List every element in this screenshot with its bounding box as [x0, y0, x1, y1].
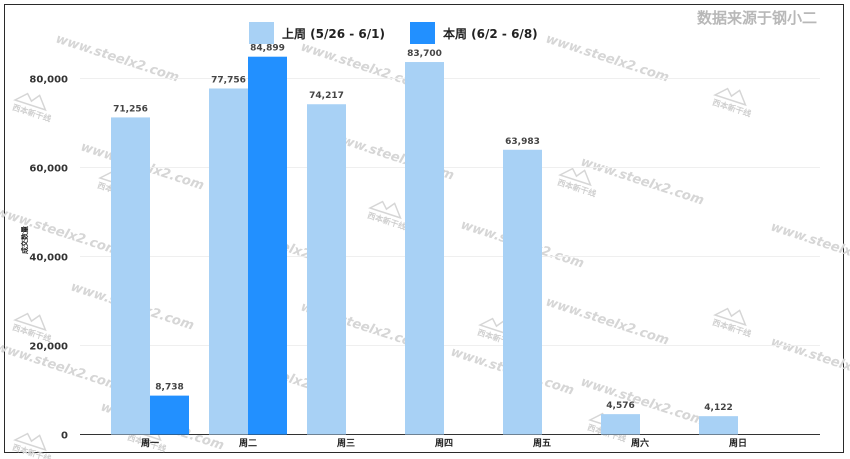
labels-layer: 71,256 8,738 周一 77,756 84,899 周二 74,217 周三 83,70…: [113, 44, 747, 449]
data-label: 8,738: [155, 383, 183, 393]
data-label: 74,217: [309, 91, 344, 101]
watermark-logo: 西本新干线: [711, 87, 752, 119]
watermark-logo: 西本新干线: [366, 200, 407, 232]
data-label: 4,576: [606, 401, 634, 411]
watermark-logo: 西本新干线: [11, 312, 52, 344]
mountain-icon: [13, 92, 47, 112]
y-tick-label: 60,000: [29, 164, 68, 175]
watermark-url-text: www.steelx2.com: [544, 295, 671, 349]
data-label: 71,256: [113, 104, 148, 114]
y-tick-label: 40,000: [29, 253, 68, 264]
x-tick-label: 周一: [141, 438, 159, 449]
watermark-url-text: www.steelx2.com: [769, 335, 850, 389]
bar-last-week: [307, 104, 346, 435]
bar-last-week: [405, 62, 444, 435]
bar-last-week: [503, 149, 542, 435]
watermark-logo: 西本新干线: [711, 307, 752, 339]
watermark-logo: 西本新干线: [11, 432, 52, 459]
watermark-url-text: www.steelx2.com: [769, 220, 850, 274]
mountain-icon: [713, 87, 747, 107]
grid-layer: 0 20,000 40,000 60,000 80,000: [29, 75, 820, 442]
mountain-icon: [13, 312, 47, 332]
y-tick-label: 20,000: [29, 342, 68, 353]
data-label: 4,122: [704, 403, 732, 413]
y-axis-label: 成交数量: [20, 226, 29, 254]
bar-last-week: [601, 414, 640, 435]
data-label: 77,756: [211, 75, 246, 85]
legend-swatch-last-week: [249, 22, 274, 44]
mountain-icon: [713, 307, 747, 327]
brand-text: 数据来源于钢小二: [697, 9, 817, 27]
mountain-icon: [368, 200, 402, 220]
watermark-logo: 西本新干线: [11, 92, 52, 124]
x-tick-label: 周日: [729, 438, 747, 449]
watermark-url-text: www.steelx2.com: [0, 205, 121, 259]
bar-last-week: [111, 117, 150, 435]
watermark-url-text: www.steelx2.com: [579, 155, 706, 209]
bar-last-week: [209, 88, 248, 435]
bars-layer: [111, 56, 738, 435]
x-tick-label: 周四: [435, 438, 453, 449]
y-tick-label: 0: [61, 431, 68, 442]
mountain-icon: [558, 167, 592, 187]
mountain-icon: [13, 432, 47, 452]
legend-label: 上周 (5/26 - 6/1): [282, 26, 385, 41]
x-tick-label: 周五: [533, 438, 551, 449]
x-tick-label: 周二: [239, 438, 257, 449]
watermark-url-text: www.steelx2.com: [54, 32, 181, 86]
legend: 上周 (5/26 - 6/1) 本周 (6/2 - 6/8): [249, 22, 538, 44]
watermark-url-text: www.steelx2.com: [544, 32, 671, 86]
legend-label: 本周 (6/2 - 6/8): [443, 26, 538, 41]
bar-this-week: [150, 395, 189, 435]
data-label: 83,700: [407, 49, 442, 59]
bar-this-week: [248, 56, 287, 435]
legend-swatch-this-week: [410, 22, 435, 44]
y-tick-label: 80,000: [29, 75, 68, 86]
data-label: 84,899: [250, 44, 285, 54]
x-tick-label: 周三: [337, 438, 355, 449]
x-tick-label: 周六: [631, 437, 649, 449]
watermark-url-text: www.steelx2.com: [579, 375, 706, 429]
data-label: 63,983: [505, 137, 540, 147]
bar-last-week: [699, 416, 738, 435]
